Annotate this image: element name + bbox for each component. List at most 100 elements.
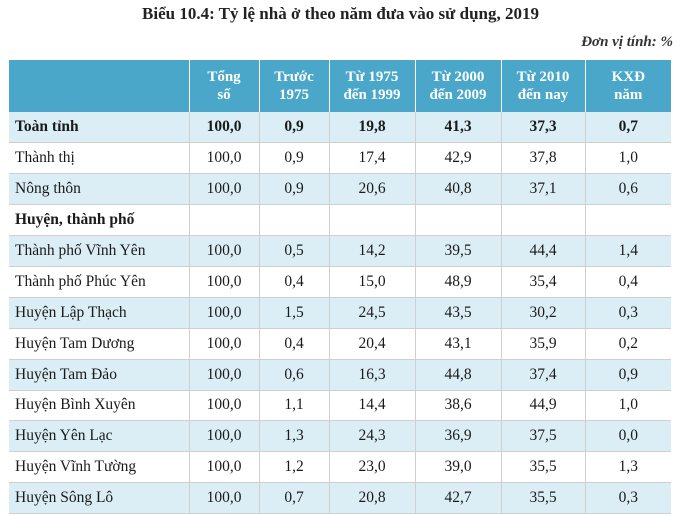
table-title: Biểu 10.4: Tỷ lệ nhà ở theo năm đưa vào … — [142, 4, 539, 23]
table-cell — [501, 204, 586, 236]
table-cell: 0,6 — [618, 180, 638, 198]
housing-table: Tổng số Trước 1975 Từ 1975 đến 1999 Từ 2000… — [9, 60, 671, 514]
row-label: Thành thị — [9, 142, 190, 174]
table-cell: 1,5 — [259, 297, 330, 329]
header-row: Tổng số Trước 1975 Từ 1975 đến 1999 Từ 2000… — [9, 60, 671, 112]
row-label: Huyện Yên Lạc — [9, 420, 190, 452]
table-cell — [259, 204, 330, 236]
table-cell: 43,1 — [415, 328, 502, 360]
row-label: Huyện Tam Dương — [9, 328, 190, 360]
table-cell: 0,6 — [259, 359, 330, 391]
table-cell: 37,1 — [501, 173, 586, 205]
table-cell: 44,9 — [501, 390, 586, 421]
table-cell: 35,9 — [501, 328, 586, 360]
table-cell: 100,0 — [189, 142, 260, 174]
table-cell: 0,9 — [259, 142, 330, 174]
table-cell: 15,0 — [329, 266, 416, 298]
table-cell: 42,9 — [415, 142, 502, 174]
header-before-1975: Trước 1975 — [259, 60, 330, 112]
table-cell: 0,5 — [259, 235, 330, 267]
table-row: Huyện Bình Xuyên 100,0 1,1 14,4 38,6 44,9 1,0 — [9, 390, 671, 421]
table-cell: 0,7 — [259, 482, 330, 514]
table-cell: 1,4 — [618, 242, 638, 259]
table-cell: 39,0 — [415, 451, 502, 483]
table-cell: 100,0 — [189, 328, 260, 360]
table-cell: 42,7 — [415, 482, 502, 514]
table-row: Nông thôn 100,0 0,9 20,6 40,8 37,1 0,6 — [9, 173, 671, 205]
table-cell: 0,9 — [259, 112, 330, 143]
table-cell: 17,4 — [329, 142, 416, 174]
table-cell: 100,0 — [189, 482, 260, 514]
table-cell: 0,7 — [618, 118, 638, 136]
table-cell: 23,0 — [329, 451, 416, 483]
table-cell: 0,4 — [618, 272, 638, 290]
header-unknown-year: KXĐ năm — [611, 69, 645, 103]
table-row: Thành phố Phúc Yên 100,0 0,4 15,0 48,9 35,4 0,… — [9, 266, 671, 298]
table-row: Toàn tỉnh 100,0 0,9 19,8 41,3 37,3 0,7 — [9, 112, 671, 143]
table-cell: 37,4 — [501, 359, 586, 391]
table-cell: 0,9 — [259, 173, 330, 205]
table-body: Toàn tỉnh 100,0 0,9 19,8 41,3 37,3 0,7 Thành th… — [9, 112, 671, 514]
row-label: Thành phố Phúc Yên — [9, 266, 190, 298]
unit-label: Đơn vị tính: % — [581, 34, 673, 50]
table-cell: 38,6 — [415, 390, 502, 421]
table-cell: 100,0 — [189, 235, 260, 267]
table-cell: 30,2 — [501, 297, 586, 329]
table-cell: 19,8 — [329, 112, 416, 143]
table-cell: 20,8 — [329, 482, 416, 514]
table-cell: 0,4 — [259, 266, 330, 298]
row-label: Huyện, thành phố — [9, 204, 190, 236]
table-cell: 44,4 — [501, 235, 586, 267]
table-cell: 1,0 — [618, 396, 638, 414]
table-cell: 0,3 — [618, 489, 638, 507]
table-cell: 0,9 — [618, 365, 638, 383]
table-cell: 39,5 — [415, 235, 502, 267]
table-cell: 14,2 — [329, 235, 416, 267]
table-cell: 24,3 — [329, 420, 416, 452]
row-label: Huyện Tam Đảo — [9, 359, 190, 391]
table-row: Huyện Tam Đảo 100,0 0,6 16,3 44,8 37,4 0,9 — [9, 359, 671, 391]
table-cell: 100,0 — [189, 173, 260, 205]
table-cell: 100,0 — [189, 359, 260, 391]
table-cell: 100,0 — [189, 112, 260, 143]
header-total: Tổng số — [189, 60, 260, 112]
table-row: Huyện Lập Thạch 100,0 1,5 24,5 43,5 30,2 0,3 — [9, 297, 671, 329]
header-2010-now: Từ 2010 đến nay — [501, 60, 586, 112]
header-name — [9, 60, 190, 112]
row-label: Huyện Lập Thạch — [9, 297, 190, 329]
table-cell: 1,2 — [259, 451, 330, 483]
table-cell: 35,4 — [501, 266, 586, 298]
table-cell: 35,5 — [501, 451, 586, 483]
table-cell: 40,8 — [415, 173, 502, 205]
row-label: Thành phố Vĩnh Yên — [9, 235, 190, 267]
table-cell: 100,0 — [189, 390, 260, 421]
table-cell: 43,5 — [415, 297, 502, 329]
table-cell — [415, 204, 502, 236]
table-row: Thành phố Vĩnh Yên 100,0 0,5 14,2 39,5 44,4 1,… — [9, 235, 671, 267]
table-cell: 14,4 — [329, 390, 416, 421]
table-cell: 100,0 — [189, 266, 260, 298]
table-cell: 100,0 — [189, 451, 260, 483]
header-2000-2009: Từ 2000 đến 2009 — [415, 60, 502, 112]
table-cell: 37,3 — [501, 112, 586, 143]
table-row: Huyện, thành phố — [9, 204, 671, 236]
table-row: Huyện Tam Dương 100,0 0,4 20,4 43,1 35,9 0,2 — [9, 328, 671, 360]
row-label: Huyện Bình Xuyên — [9, 390, 190, 421]
table-cell: 41,3 — [415, 112, 502, 143]
table-cell: 0,2 — [618, 334, 638, 352]
row-label: Huyện Sông Lô — [9, 482, 190, 514]
row-label: Toàn tỉnh — [9, 112, 190, 143]
table-cell: 48,9 — [415, 266, 502, 298]
table-cell: 0,4 — [259, 328, 330, 360]
table-cell: 100,0 — [189, 420, 260, 452]
row-label: Nông thôn — [9, 173, 190, 205]
header-1975-1999: Từ 1975 đến 1999 — [329, 60, 416, 112]
table-cell — [329, 204, 416, 236]
table-cell: 100,0 — [189, 297, 260, 329]
table-cell: 36,9 — [415, 420, 502, 452]
table-cell: 37,5 — [501, 420, 586, 452]
table-cell: 1,3 — [259, 420, 330, 452]
table-cell: 35,5 — [501, 482, 586, 514]
table-cell: 37,8 — [501, 142, 586, 174]
